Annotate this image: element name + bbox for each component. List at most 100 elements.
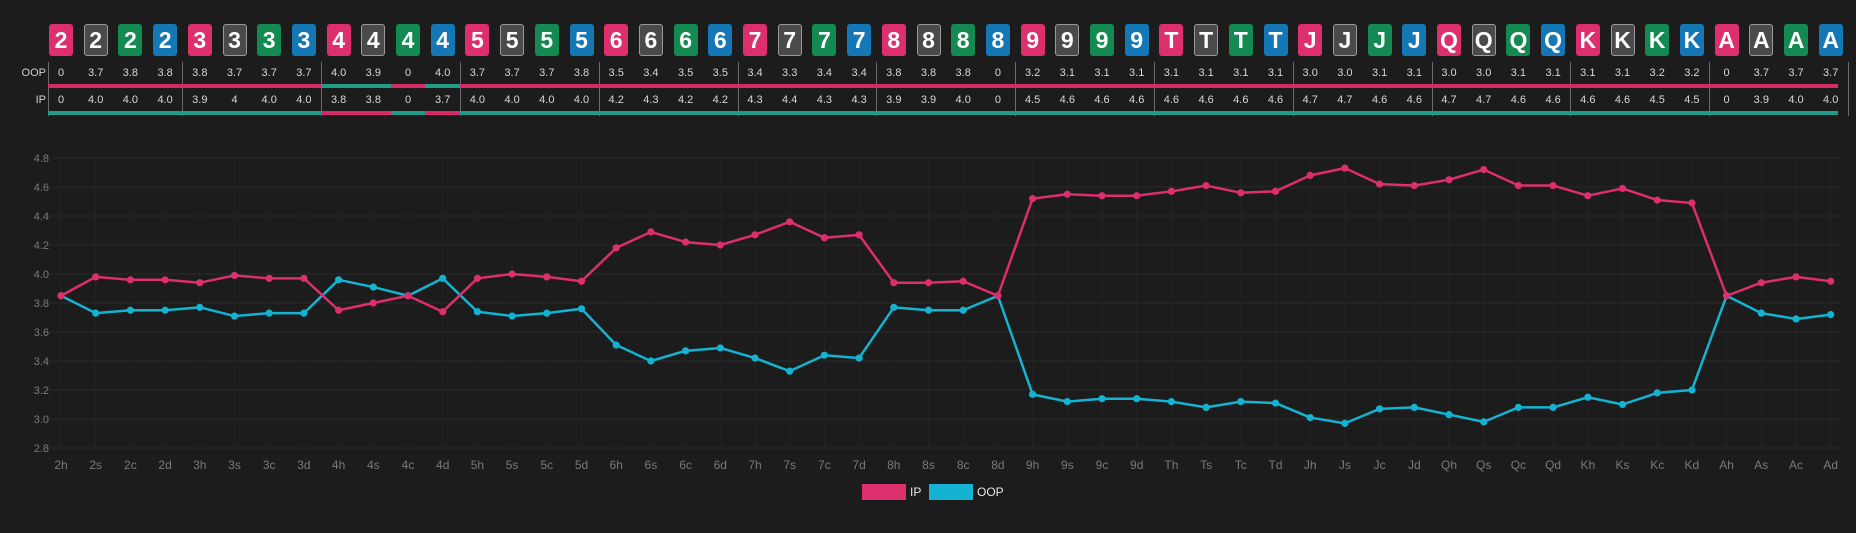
card-2d[interactable]: 2 bbox=[153, 24, 178, 56]
card-Th[interactable]: T bbox=[1159, 24, 1184, 56]
point-ip-8s bbox=[924, 279, 933, 287]
card-5c[interactable]: 5 bbox=[534, 24, 559, 56]
card-Ks[interactable]: K bbox=[1610, 24, 1635, 56]
card-9h[interactable]: 9 bbox=[1020, 24, 1045, 56]
cell-ip-Js: 4.7 bbox=[1337, 94, 1353, 106]
card-6c[interactable]: 6 bbox=[673, 24, 698, 56]
card-As[interactable]: A bbox=[1749, 24, 1774, 56]
point-oop-Qh bbox=[1445, 411, 1453, 419]
cell-oop-5s: 3.7 bbox=[504, 67, 520, 79]
point-ip-4s bbox=[369, 299, 377, 307]
card-Qd[interactable]: Q bbox=[1541, 24, 1566, 56]
x-tick-label: 4h bbox=[332, 458, 345, 472]
legend-label-oop[interactable]: OOP bbox=[977, 485, 1004, 499]
legend-swatch-oop[interactable] bbox=[929, 484, 973, 500]
x-tick-label: Jh bbox=[1304, 458, 1317, 472]
cell-ip-7h: 4.3 bbox=[747, 94, 763, 106]
card-7d[interactable]: 7 bbox=[847, 24, 872, 56]
cell-ip-8h: 3.9 bbox=[886, 94, 902, 106]
card-Ts[interactable]: T bbox=[1194, 24, 1219, 56]
card-2s[interactable]: 2 bbox=[83, 24, 108, 56]
y-tick-label: 3.2 bbox=[34, 385, 49, 397]
cell-oop-9s: 3.1 bbox=[1059, 67, 1075, 79]
card-9c[interactable]: 9 bbox=[1090, 24, 1114, 56]
x-tick-label: Ah bbox=[1719, 458, 1734, 472]
point-oop-7d bbox=[855, 354, 863, 362]
card-9d[interactable]: 9 bbox=[1124, 24, 1149, 56]
point-ip-Tc bbox=[1237, 189, 1245, 197]
card-8h[interactable]: 8 bbox=[881, 24, 906, 56]
card-4s[interactable]: 4 bbox=[361, 24, 386, 56]
group-separator bbox=[1015, 62, 1016, 116]
card-6s[interactable]: 6 bbox=[638, 24, 663, 56]
card-Qs[interactable]: Q bbox=[1471, 24, 1496, 56]
card-2c[interactable]: 2 bbox=[118, 24, 143, 56]
cell-ip-Ac: 4.0 bbox=[1788, 94, 1804, 106]
card-Js[interactable]: J bbox=[1332, 24, 1357, 56]
card-4d[interactable]: 4 bbox=[430, 24, 455, 56]
x-tick-label: 6s bbox=[645, 458, 658, 472]
legend-swatch-ip[interactable] bbox=[862, 484, 906, 500]
card-4h[interactable]: 4 bbox=[326, 24, 351, 56]
point-oop-Kc bbox=[1653, 389, 1661, 397]
card-7c[interactable]: 7 bbox=[812, 24, 837, 56]
y-tick-label: 4.8 bbox=[34, 153, 49, 165]
card-7s[interactable]: 7 bbox=[777, 24, 802, 56]
card-Qc[interactable]: Q bbox=[1506, 24, 1531, 56]
card-5h[interactable]: 5 bbox=[465, 24, 490, 56]
point-oop-4h bbox=[335, 276, 343, 284]
card-Td[interactable]: T bbox=[1263, 24, 1288, 56]
cell-ip-Kc: 4.5 bbox=[1649, 94, 1665, 106]
point-oop-5d bbox=[577, 305, 586, 313]
card-5d[interactable]: 5 bbox=[569, 24, 594, 56]
card-Jc[interactable]: J bbox=[1367, 24, 1392, 56]
point-ip-Ks bbox=[1618, 184, 1627, 193]
x-tick-label: 5s bbox=[506, 458, 519, 472]
card-3c[interactable]: 3 bbox=[257, 24, 282, 56]
point-oop-7s bbox=[786, 367, 794, 375]
cell-ip-Qc: 4.6 bbox=[1510, 94, 1527, 106]
point-ip-Ad bbox=[1827, 277, 1835, 285]
card-3d[interactable]: 3 bbox=[291, 24, 316, 56]
point-ip-Ac bbox=[1792, 273, 1800, 281]
cell-ip-Qd: 4.6 bbox=[1545, 94, 1561, 106]
point-ip-7s bbox=[786, 218, 794, 226]
card-3h[interactable]: 3 bbox=[187, 24, 212, 56]
legend-label-ip[interactable]: IP bbox=[910, 485, 922, 499]
card-Qh[interactable]: Q bbox=[1437, 24, 1461, 56]
card-7h[interactable]: 7 bbox=[743, 24, 767, 56]
card-8c[interactable]: 8 bbox=[951, 24, 976, 56]
card-Ad[interactable]: A bbox=[1818, 24, 1843, 56]
card-3s[interactable]: 3 bbox=[222, 24, 247, 56]
point-ip-Js bbox=[1341, 164, 1349, 172]
card-6h[interactable]: 6 bbox=[604, 24, 629, 56]
card-8d[interactable]: 8 bbox=[985, 24, 1010, 56]
x-tick-label: 3d bbox=[297, 458, 310, 472]
card-6d[interactable]: 6 bbox=[708, 24, 733, 56]
card-5s[interactable]: 5 bbox=[500, 24, 525, 56]
point-oop-Ts bbox=[1202, 403, 1210, 411]
card-8s[interactable]: 8 bbox=[916, 24, 941, 56]
point-oop-Td bbox=[1271, 399, 1280, 407]
cell-oop-3d: 3.7 bbox=[296, 67, 312, 79]
cell-ip-6s: 4.3 bbox=[643, 94, 659, 106]
group-separator bbox=[1709, 62, 1710, 116]
x-tick-label: Td bbox=[1268, 458, 1282, 472]
card-4c[interactable]: 4 bbox=[396, 24, 420, 56]
card-Tc[interactable]: T bbox=[1228, 24, 1253, 56]
card-Ah[interactable]: A bbox=[1714, 24, 1739, 56]
card-9s[interactable]: 9 bbox=[1055, 24, 1080, 56]
point-oop-9s bbox=[1063, 398, 1071, 406]
card-Kc[interactable]: K bbox=[1645, 24, 1670, 56]
card-2h[interactable]: 2 bbox=[49, 24, 73, 56]
card-Jh[interactable]: J bbox=[1298, 24, 1323, 56]
point-ip-Qc bbox=[1514, 181, 1522, 190]
card-Ac[interactable]: A bbox=[1784, 24, 1808, 56]
x-tick-label: 8h bbox=[887, 458, 900, 472]
point-oop-Js bbox=[1341, 419, 1349, 427]
card-Kd[interactable]: K bbox=[1679, 24, 1704, 56]
card-Kh[interactable]: K bbox=[1575, 24, 1600, 56]
row-indicator-bar bbox=[460, 111, 1838, 115]
card-Jd[interactable]: J bbox=[1402, 24, 1427, 56]
cell-oop-3h: 3.8 bbox=[192, 67, 208, 79]
